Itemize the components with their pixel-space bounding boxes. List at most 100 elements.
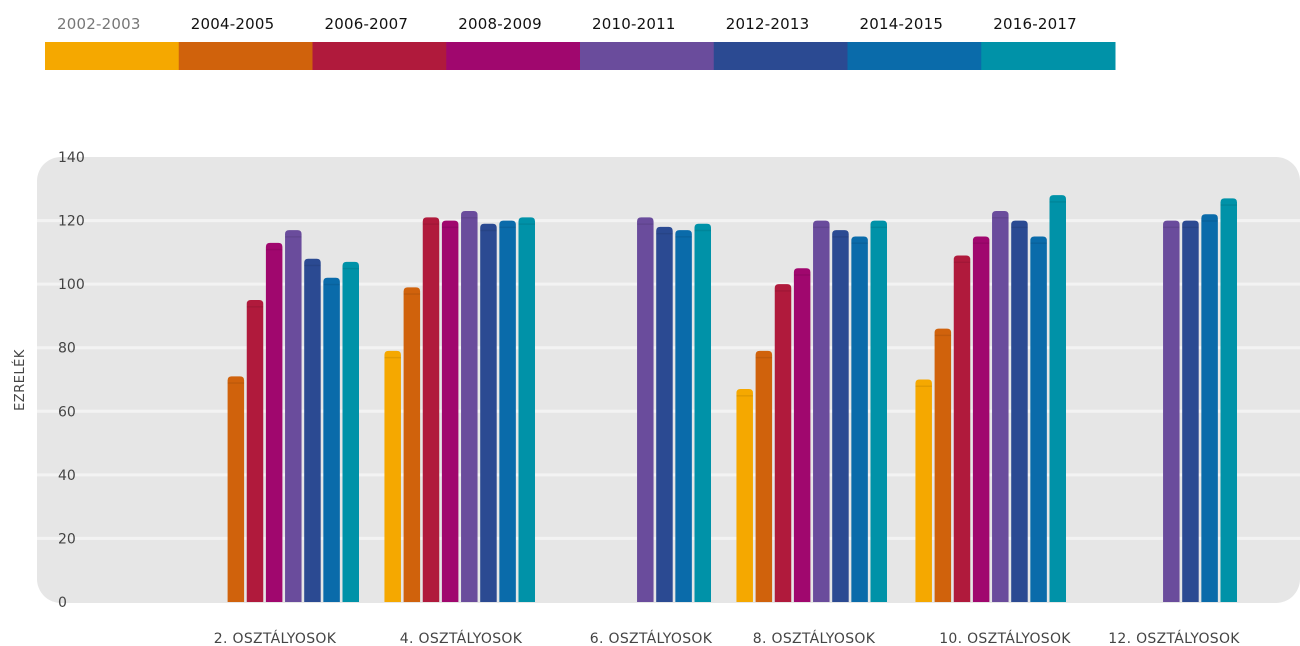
bar-4-oszt-lyosok2008-2009 <box>441 220 459 603</box>
bar-top-shade <box>441 226 459 229</box>
bar-6-oszt-lyosok2014-2015 <box>675 230 692 602</box>
x-category-label: 4. OSZTÁLYOSOK <box>400 630 523 646</box>
bar-10-oszt-lyosok2014-2015 <box>1030 236 1047 602</box>
bar-top-shade <box>813 226 830 229</box>
y-axis-title: EZRELÉK <box>12 349 28 411</box>
x-category-label: 6. OSZTÁLYOSOK <box>590 630 713 646</box>
legend-swatch-2012-2013 <box>713 42 848 70</box>
bar-top-shade <box>384 356 401 359</box>
bar-top-shade <box>953 261 971 264</box>
bar-top-shade <box>736 395 753 397</box>
bar-2-oszt-lyosok2012-2013 <box>304 258 321 602</box>
bar-top-shade <box>461 217 478 219</box>
bar-top-shade <box>342 267 359 270</box>
legend-label-2008-2009: 2008-2009 <box>458 15 542 33</box>
legend-swatch-2002-2003 <box>45 42 180 70</box>
bar-8-oszt-lyosok2010-2011 <box>813 220 830 603</box>
bar-top-shade <box>1220 204 1237 206</box>
bar-12-oszt-lyosok2016-2017 <box>1220 198 1237 603</box>
bar-2-oszt-lyosok2016-2017 <box>342 261 359 602</box>
bar-4-oszt-lyosok2012-2013 <box>480 223 497 602</box>
bar-top-shade <box>774 290 792 292</box>
bar-top-shade <box>915 385 932 387</box>
legend-label-2016-2017: 2016-2017 <box>993 15 1077 33</box>
legend-label-2010-2011: 2010-2011 <box>592 15 676 33</box>
y-tick-label: 100 <box>58 277 85 293</box>
bar-6-oszt-lyosok2016-2017 <box>694 223 711 602</box>
bar-top-shade <box>972 242 990 244</box>
bar-top-shade <box>1182 226 1199 229</box>
bar-8-oszt-lyosok2012-2013 <box>832 230 849 602</box>
bar-top-shade <box>480 229 497 232</box>
bars <box>227 195 1237 603</box>
y-tick-label: 40 <box>58 468 76 484</box>
legend: 2002-2003 2004-2005 2006-2007 2008-2009 2010… <box>45 15 1116 70</box>
bar-top-shade <box>518 223 535 225</box>
bar-top-shade <box>227 382 245 384</box>
legend-label-2012-2013: 2012-2013 <box>726 15 810 33</box>
bar-10-oszt-lyosok2010-2011 <box>992 211 1009 603</box>
bar-6-oszt-lyosok2012-2013 <box>656 226 673 602</box>
legend-label-2002-2003: 2002-2003 <box>57 15 141 33</box>
bar-8-oszt-lyosok2016-2017 <box>870 220 887 603</box>
y-tick-label: 0 <box>58 595 67 611</box>
bar-4-oszt-lyosok2016-2017 <box>518 217 535 602</box>
bar-top-shade <box>851 242 868 244</box>
bar-top-shade <box>1163 226 1180 229</box>
bar-10-oszt-lyosok2016-2017 <box>1049 195 1066 602</box>
bar-top-shade <box>1201 220 1218 222</box>
bar-4-oszt-lyosok2004-2005 <box>403 287 421 602</box>
bar-2-oszt-lyosok2008-2009 <box>265 242 283 603</box>
bar-top-shade <box>403 293 421 295</box>
bar-2-oszt-lyosok2014-2015 <box>323 277 340 602</box>
bar-top-shade <box>870 226 887 229</box>
legend-swatch-2014-2015 <box>847 42 982 70</box>
y-tick-label: 140 <box>58 150 85 166</box>
legend-swatch-2016-2017 <box>981 42 1116 70</box>
bar-top-shade <box>755 356 773 359</box>
legend-swatch-2008-2009 <box>446 42 581 70</box>
bar-top-shade <box>656 232 673 235</box>
x-category-label: 12. OSZTÁLYOSOK <box>1108 630 1240 646</box>
y-tick-label: 120 <box>58 214 85 230</box>
bar-8-oszt-lyosok2004-2005 <box>755 350 773 602</box>
bar-top-shade <box>304 264 321 267</box>
bar-top-shade <box>637 223 654 225</box>
legend-swatch-2010-2011 <box>580 42 715 70</box>
bar-top-shade <box>992 217 1009 219</box>
y-tick-label: 80 <box>58 341 76 357</box>
bar-top-shade <box>265 248 283 251</box>
bar-12-oszt-lyosok2012-2013 <box>1182 220 1199 603</box>
bar-8-oszt-lyosok2008-2009 <box>793 268 811 602</box>
bar-top-shade <box>675 236 692 238</box>
bar-top-shade <box>832 236 849 238</box>
bar-8-oszt-lyosok2014-2015 <box>851 236 868 602</box>
x-category-label: 2. OSZTÁLYOSOK <box>214 630 337 646</box>
bar-top-shade <box>1049 201 1066 203</box>
bar-12-oszt-lyosok2010-2011 <box>1163 220 1180 603</box>
y-tick-label: 60 <box>58 404 76 420</box>
bar-top-shade <box>246 306 264 308</box>
legend-swatch-2004-2005 <box>178 42 313 70</box>
bar-top-shade <box>285 236 302 238</box>
x-category-label: 8. OSZTÁLYOSOK <box>753 630 876 646</box>
bar-top-shade <box>422 223 440 225</box>
bar-10-oszt-lyosok2012-2013 <box>1011 220 1028 603</box>
bar-4-oszt-lyosok2002-2003 <box>384 350 401 602</box>
bar-6-oszt-lyosok2010-2011 <box>637 217 654 602</box>
bar-top-shade <box>1011 226 1028 229</box>
bar-top-shade <box>934 334 952 337</box>
bar-8-oszt-lyosok2002-2003 <box>736 389 753 602</box>
bar-top-shade <box>694 229 711 232</box>
bar-10-oszt-lyosok2008-2009 <box>972 236 990 602</box>
bar-10-oszt-lyosok2002-2003 <box>915 379 932 602</box>
bar-10-oszt-lyosok2006-2007 <box>953 255 971 603</box>
legend-label-2006-2007: 2006-2007 <box>325 15 409 33</box>
bar-2-oszt-lyosok2004-2005 <box>227 376 245 602</box>
bar-4-oszt-lyosok2006-2007 <box>422 217 440 602</box>
x-axis: 2. OSZTÁLYOSOK 4. OSZTÁLYOSOK 6. OSZTÁLYOS… <box>214 630 1240 646</box>
bar-8-oszt-lyosok2006-2007 <box>774 284 792 602</box>
bar-top-shade <box>1030 242 1047 244</box>
bar-top-shade <box>793 274 811 276</box>
